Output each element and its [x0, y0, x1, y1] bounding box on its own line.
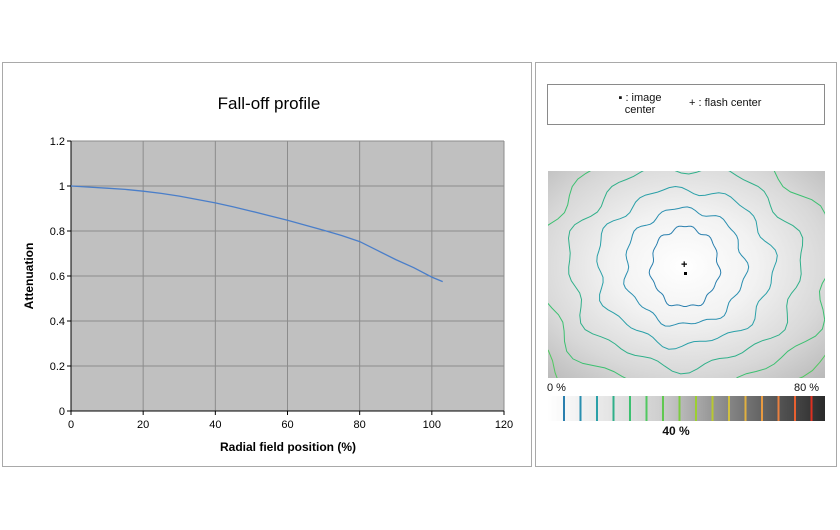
x-tick-label: 40 [209, 419, 221, 431]
chart-title: Fall-off profile [218, 94, 321, 113]
image-center-legend: ▪ : image center [618, 92, 662, 116]
x-tick-label: 100 [423, 419, 441, 431]
x-axis-label: Radial field position (%) [220, 440, 356, 454]
x-tick-label: 20 [137, 419, 149, 431]
contour-line [548, 171, 825, 378]
falloff-chart-panel: Fall-off profile 0 20 40 60 80 100 120 0 0.2 0.4 0… [2, 62, 532, 467]
y-tick-label: 0.8 [50, 226, 65, 238]
contour-svg: + [548, 171, 825, 378]
y-tick-label: 1 [59, 181, 65, 193]
contour-line [596, 185, 778, 350]
y-tick-label: 0 [59, 406, 65, 418]
x-tick-label: 80 [354, 419, 366, 431]
x-tick-label: 120 [495, 419, 513, 431]
y-tick-label: 0.4 [50, 316, 65, 328]
scale-min-label: 0 % [547, 382, 566, 394]
y-tick-label: 0.2 [50, 361, 65, 373]
scale-mid-label: 40 % [662, 424, 690, 438]
falloff-chart: Fall-off profile 0 20 40 60 80 100 120 0 0.2 0.4 0… [22, 94, 513, 454]
attenuation-series-line [70, 185, 443, 283]
y-tick-label: 1.2 [50, 136, 65, 148]
x-tick-label: 60 [281, 419, 293, 431]
illumination-contour-map: + [548, 171, 825, 378]
falloff-scale-bar [547, 396, 825, 421]
flash-center-marker: + [681, 259, 687, 271]
scale-max-label: 80 % [794, 382, 820, 394]
center-legend: ▪ : image center + : flash center [547, 84, 825, 125]
y-tick-label: 0.6 [50, 271, 65, 283]
y-axis-label: Attenuation [22, 243, 36, 310]
contour-line [623, 206, 750, 327]
x-tick-label: 0 [68, 419, 74, 431]
contour-line [648, 225, 722, 307]
image-center-marker [684, 272, 687, 275]
contour-line [567, 171, 804, 375]
flash-center-legend: + : flash center [689, 97, 762, 109]
flash-map-panel: ▪ : image center + : flash center + 0 % … [535, 62, 837, 467]
